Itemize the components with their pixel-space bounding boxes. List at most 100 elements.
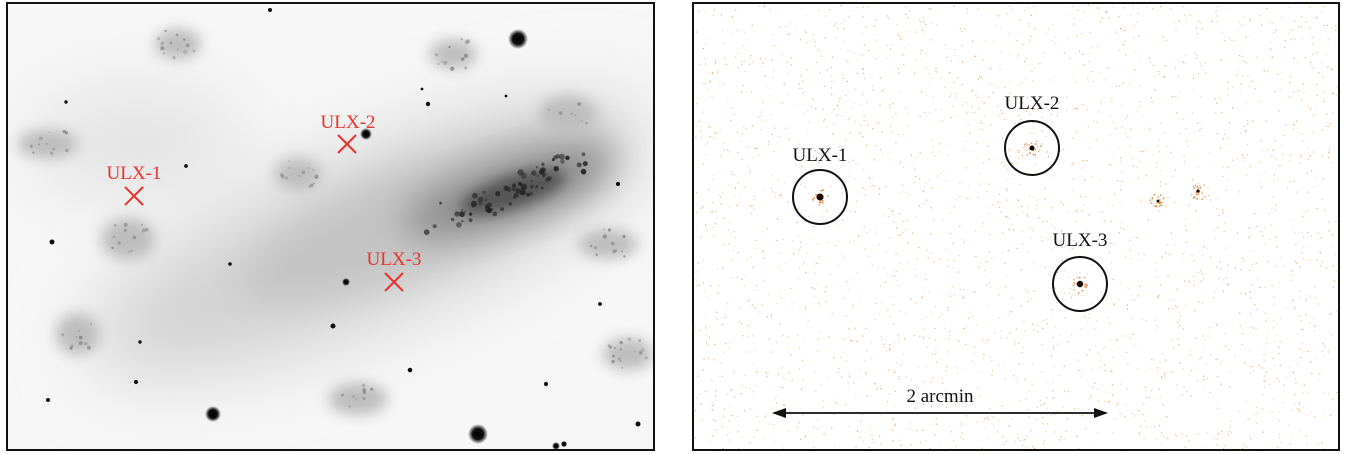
xray-event (762, 189, 765, 191)
xray-event (980, 119, 982, 121)
xray-event (1199, 190, 1201, 192)
xray-event (855, 88, 857, 90)
xray-event (1198, 167, 1200, 169)
xray-event (891, 132, 893, 134)
xray-event (895, 227, 898, 229)
xray-event (840, 4, 842, 6)
xray-event (924, 317, 926, 319)
xray-event (1088, 317, 1090, 319)
xray-event (766, 413, 769, 415)
xray-event (1199, 129, 1201, 132)
xray-event (911, 429, 913, 431)
xray-event (1004, 378, 1006, 380)
xray-event (1315, 297, 1317, 299)
xray-event (1293, 91, 1295, 94)
xray-event (711, 379, 713, 381)
xray-event (1041, 143, 1043, 145)
xray-event (1254, 212, 1256, 215)
xray-event (1080, 33, 1082, 35)
xray-event (696, 226, 698, 228)
xray-event (1327, 66, 1329, 68)
xray-event (1101, 99, 1103, 101)
xray-event (1250, 438, 1252, 440)
xray-event (940, 173, 942, 175)
xray-event (888, 369, 890, 371)
xray-event (824, 37, 826, 39)
ulx-3-region: ULX-3 (1052, 230, 1108, 312)
xray-event (1037, 331, 1039, 333)
xray-event (1112, 120, 1114, 122)
xray-event (1319, 373, 1321, 375)
xray-event (1099, 355, 1101, 357)
xray-event (830, 87, 832, 89)
xray-event (743, 60, 746, 62)
xray-event (936, 175, 938, 177)
xray-event (862, 94, 864, 96)
xray-event (736, 29, 739, 31)
xray-event (696, 211, 698, 214)
source-event (1199, 186, 1201, 189)
xray-event (716, 138, 718, 140)
xray-event (722, 448, 724, 449)
xray-event (717, 292, 719, 294)
xray-event (849, 132, 851, 134)
xray-event (903, 221, 905, 223)
xray-event (1009, 33, 1011, 35)
xray-event (963, 423, 966, 425)
xray-event (991, 416, 994, 418)
xray-event (721, 323, 723, 325)
xray-event (1060, 241, 1062, 243)
xray-event (1321, 261, 1323, 263)
xray-event (869, 428, 871, 430)
xray-event (1303, 384, 1305, 386)
xray-event (700, 208, 702, 210)
xray-event (1327, 350, 1329, 352)
xray-event (1202, 378, 1204, 380)
xray-event (1174, 244, 1176, 246)
xray-event (1207, 187, 1209, 189)
xray-event (1267, 330, 1269, 332)
xray-event (912, 165, 914, 167)
xray-event (704, 290, 706, 292)
xray-event (1138, 259, 1140, 261)
xray-event (1121, 105, 1123, 107)
xray-event (1332, 112, 1334, 114)
xray-event (819, 304, 821, 307)
xray-event (906, 219, 908, 222)
xray-event (1263, 380, 1265, 382)
xray-event (1003, 364, 1005, 366)
xray-event (894, 390, 896, 392)
xray-event (1302, 246, 1304, 248)
xray-event (934, 306, 936, 308)
xray-event (1092, 386, 1094, 388)
xray-event (1310, 412, 1312, 414)
xray-event (833, 109, 835, 111)
xray-event (1082, 4, 1085, 6)
xray-event (1087, 321, 1089, 324)
xray-event (1074, 408, 1076, 410)
xray-event (1295, 378, 1297, 381)
xray-event (1119, 413, 1121, 415)
xray-event (1228, 37, 1230, 39)
xray-event (947, 259, 949, 261)
xray-event (1281, 164, 1283, 166)
xray-event (749, 169, 751, 171)
xray-event (1267, 71, 1269, 73)
xray-event (1147, 127, 1149, 129)
xray-event (1091, 264, 1094, 266)
xray-event (1209, 152, 1212, 154)
xray-event (1142, 151, 1144, 153)
xray-event (990, 286, 992, 288)
xray-event (1129, 249, 1131, 251)
xray-event (922, 29, 924, 31)
xray-event (1165, 213, 1167, 215)
xray-event (1046, 407, 1049, 409)
xray-event (1145, 370, 1148, 372)
xray-event (1279, 436, 1281, 438)
xray-event (1067, 391, 1069, 393)
xray-event (1236, 232, 1238, 234)
xray-event (706, 37, 708, 39)
faint-knot (69, 346, 73, 350)
xray-event (1293, 29, 1295, 31)
xray-event (885, 250, 887, 253)
